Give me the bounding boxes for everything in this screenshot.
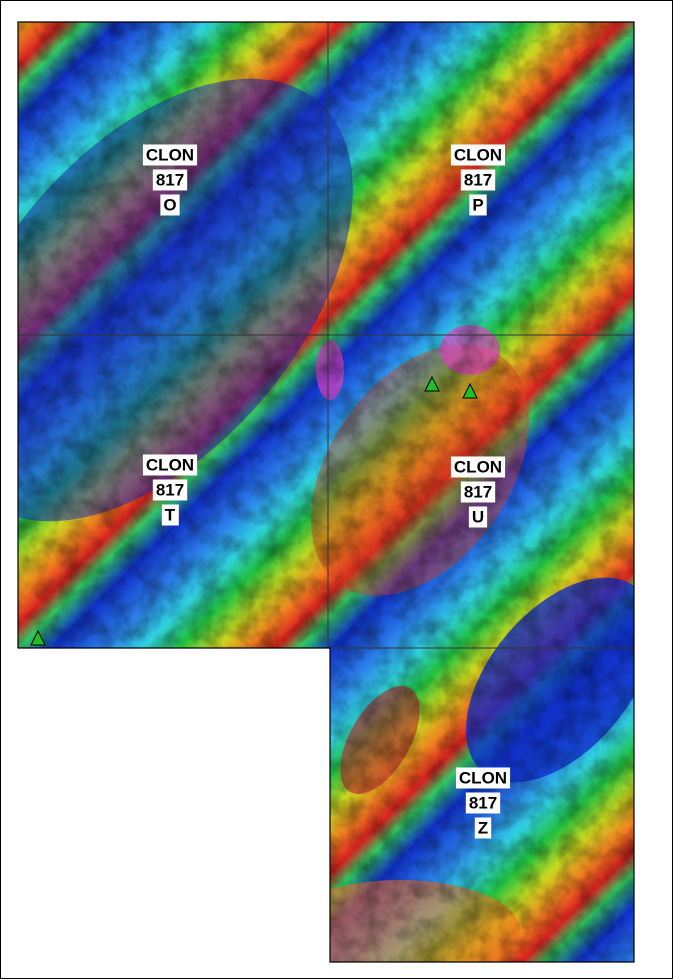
tile-label-line: 817: [464, 482, 492, 501]
tile-label-line: Z: [478, 818, 488, 837]
tile-label-line: 817: [464, 170, 492, 189]
map-figure: CLON 817 O CLON 817 P CLON 817 T CLON 817 U CLON 817 Z…: [0, 0, 673, 979]
tile-label-line: U: [472, 507, 484, 526]
tile-label-line: T: [165, 505, 176, 524]
tile-label-line: CLON: [146, 455, 194, 474]
tile-label-line: P: [472, 195, 483, 214]
tile-label-line: CLON: [454, 457, 502, 476]
tile-label-line: CLON: [146, 145, 194, 164]
tile-label-line: 817: [156, 170, 184, 189]
tile-label-line: O: [163, 195, 176, 214]
tile-label-line: CLON: [454, 145, 502, 164]
tile-label-line: 817: [469, 793, 497, 812]
tile-label-line: 817: [156, 480, 184, 499]
tile-label-line: CLON: [459, 768, 507, 787]
